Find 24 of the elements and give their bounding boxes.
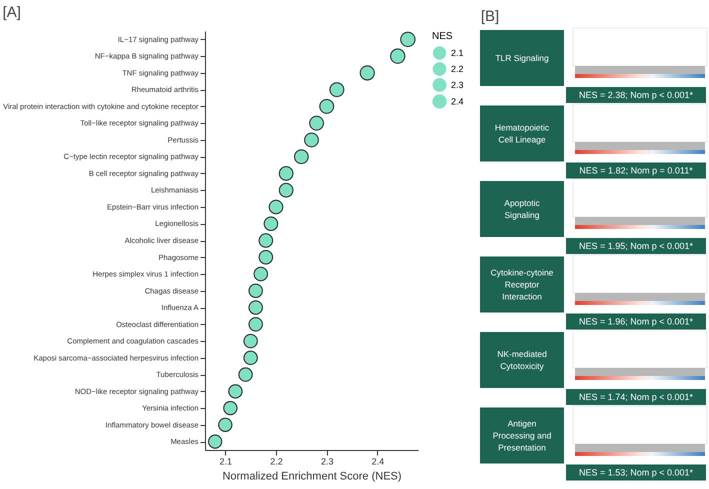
x-axis-title: Normalized Enrichment Score (NES) <box>222 470 402 482</box>
legend-label: 2.4 <box>451 96 464 106</box>
text: [B] <box>480 8 500 25</box>
text: NK-mediated Cytotoxicity <box>497 349 548 371</box>
legend-label: 2.1 <box>451 48 464 58</box>
legend-label: 2.2 <box>451 64 464 74</box>
text: NES = 1.74; Nom p < 0.001* <box>578 392 694 402</box>
x-tick-label: 2.3 <box>320 456 334 466</box>
text: Hematopoietic Cell Lineage <box>494 122 550 144</box>
text: NES = 2.38; Nom p < 0.001* <box>578 90 694 100</box>
text: NES = 1.95; Nom p < 0.001* <box>578 241 694 251</box>
text: Apoptotic Signaling <box>504 198 540 220</box>
text: [A] <box>2 4 21 22</box>
text: NES = 1.96; Nom p < 0.001* <box>578 316 694 326</box>
x-tick-label: 2.4 <box>372 456 384 466</box>
x-tick-label: 2.1 <box>220 456 232 466</box>
text: NES = 1.82; Nom p = 0.011* <box>579 166 694 176</box>
text: TLR Signaling <box>495 53 549 63</box>
text: Cytokine-cytoine Receptor Interaction <box>490 268 554 302</box>
legend-label: 2.3 <box>451 80 464 90</box>
x-tick-label: 2.2 <box>270 456 283 466</box>
text: Antigen Processing and Presentation <box>492 418 552 452</box>
text: NES = 1.53; Nom p < 0.001* <box>578 468 694 478</box>
legend-title: NES <box>432 31 453 42</box>
